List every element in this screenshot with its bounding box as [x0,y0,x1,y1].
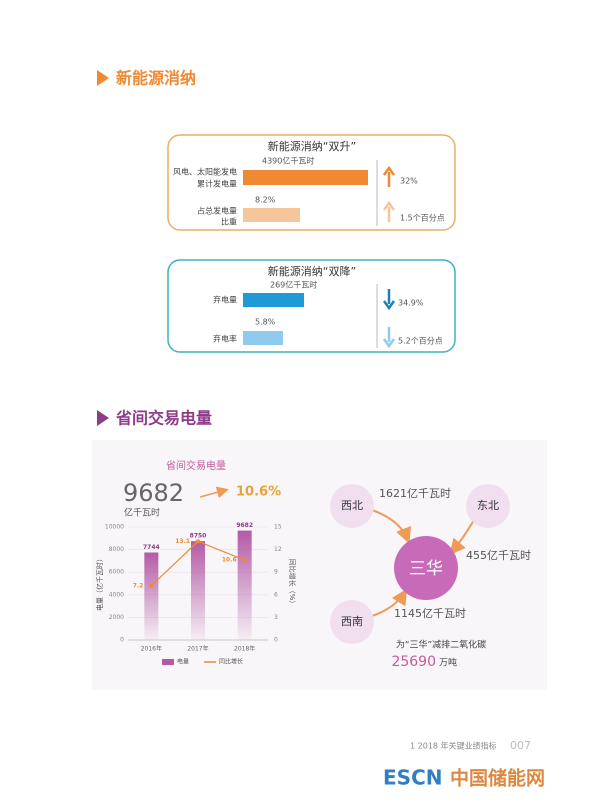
y-tick-label: 2000 [109,614,124,621]
bar [191,541,205,640]
total: 9682 [123,479,184,507]
edge-label: 455亿千瓦时 [466,549,531,562]
node-label: 东北 [477,499,499,512]
change-label: 32% [400,177,418,186]
node [330,600,374,644]
legend-label: 电量 [177,658,189,666]
y-tick-label: 6000 [109,569,124,576]
unit: 亿千瓦时 [124,507,160,519]
section-title: 新能源消纳 [116,69,196,88]
y2-tick-label: 9 [274,569,278,576]
bar [243,170,368,185]
flow-arrow [371,509,411,544]
y2-tick-label: 6 [274,591,278,598]
y-tick-label: 0 [120,637,124,644]
change-label: 5.2个百分点 [398,337,443,346]
y-axis-label: 电量（亿千瓦时） [95,555,104,611]
bar [243,208,300,222]
node-label: 西北 [341,499,363,512]
row-label: 比重 [221,217,237,227]
row-label: 累计发电量 [197,179,237,189]
y-tick-label: 4000 [109,591,124,598]
x-tick-label: 2016年 [141,645,162,653]
note: 为“三华”减排二氧化碳 [396,639,486,651]
legend-label: 同比增长 [219,658,243,666]
arrow-up [382,165,396,187]
combo-chart: 省间交易电量 9682 亿千瓦时 10.6% 电量（亿千瓦时） 同比增长（%） … [95,459,297,666]
bar [237,530,252,640]
watermark: 中国储能网 [450,767,545,790]
box-title: 新能源消纳“双升” [268,139,356,153]
footer-caption: 1 2018 年关键业绩指标 [410,741,497,751]
reduction-unit: 万吨 [439,657,457,669]
change-label: 1.5个百分点 [400,214,445,223]
chart-title: 省间交易电量 [166,459,226,472]
flow-arrow [449,519,475,556]
node [330,484,374,528]
y2-tick-label: 3 [274,614,278,621]
value-label: 269亿千瓦时 [270,280,317,290]
arrow-down [382,289,396,311]
data-label: 13.1 [175,538,190,545]
node-center [394,536,458,600]
box-up [167,134,456,231]
arrow-down [382,327,396,349]
row-label: 占总发电量 [197,206,237,216]
y-tick-label: 8000 [109,546,124,553]
bar [243,293,304,307]
reduction: 25690 [391,654,436,670]
data-label: 9682 [236,522,253,529]
data-label: 7744 [143,544,160,551]
box-title: 新能源消纳“双降” [268,264,356,278]
bar [144,552,159,640]
y2-tick-label: 0 [274,637,278,644]
edge-label: 1145亿千瓦时 [394,607,466,620]
value-label: 4390亿千瓦时 [262,156,314,166]
change-label: 34.9% [398,299,424,308]
panel [92,440,547,690]
section-marker [97,410,109,426]
value-label: 5.8% [255,318,276,327]
watermark: ESCN [383,766,442,790]
data-label: 10.6 [222,557,237,564]
y2-axis-label: 同比增长（%） [288,559,297,608]
legend-swatch [162,659,174,665]
node-label: 西南 [341,615,363,628]
flow-arrow [371,588,408,617]
data-label: 7.2 [133,582,144,589]
x-tick-label: 2018年 [234,645,255,653]
row-label: 弃电率 [213,334,237,344]
growth-arrow [199,486,229,499]
row-label: 弃电量 [213,295,237,305]
growth: 10.6% [236,485,281,500]
node-label: 三华 [409,559,443,579]
line-point [242,558,247,563]
line-point [196,539,200,544]
box-down [167,259,456,353]
arrow-up [382,200,396,222]
y-tick-label: 10000 [105,524,124,531]
section-marker [97,70,109,86]
node [466,484,510,528]
row-label: 风电、太阳能发电 [173,167,237,177]
bar [243,331,283,345]
y2-tick-label: 15 [274,524,282,531]
page-number: 007 [510,739,531,752]
data-label: 8750 [190,533,207,540]
line-point [149,583,154,588]
edge-label: 1621亿千瓦时 [379,487,451,500]
value-label: 8.2% [255,196,276,205]
section-title: 省间交易电量 [115,409,212,428]
y2-tick-label: 12 [274,546,282,553]
x-tick-label: 2017年 [187,645,208,653]
